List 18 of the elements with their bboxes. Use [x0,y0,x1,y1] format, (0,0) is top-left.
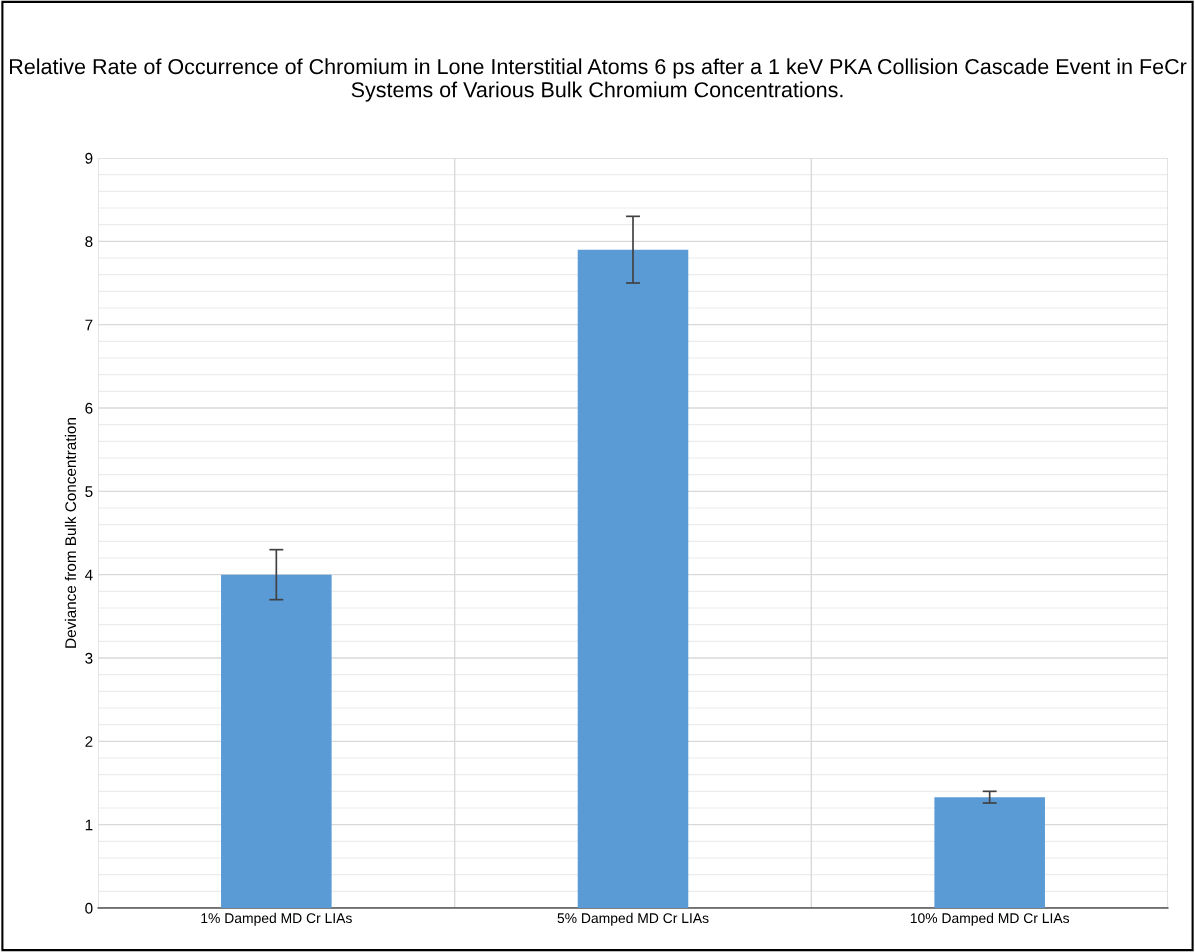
bar [934,797,1045,908]
chart-title: Relative Rate of Occurrence of Chromium in Lone Interstitial Atoms 6 ps after a 1 keV PKA Collision Cascade Event in FeCr Systems of Various Bulk Chromium Concentrations. [10,58,1187,102]
y-tick-label: 7 [85,319,93,331]
x-tick-label: 1% Damped MD Cr LIAs [201,912,352,926]
x-tick-label: 5% Damped MD Cr LIAs [557,912,709,926]
y-axis-title: Deviance from Bulk Concentration [64,418,77,648]
y-tick-label: 0 [85,902,93,914]
bar [577,249,689,908]
y-tick-label: 3 [85,652,93,664]
y-tick-label: 4 [84,569,93,581]
bar [221,574,332,908]
y-tick-label: 9 [85,152,93,164]
y-tick-label: 8 [85,236,93,248]
y-tick-label: 5 [85,486,93,498]
y-tick-label: 6 [85,402,93,414]
y-tick-label: 1 [85,819,93,831]
x-tick-label: 10% Damped MD Cr LIAs [910,912,1070,926]
y-tick-label: 2 [85,736,93,747]
